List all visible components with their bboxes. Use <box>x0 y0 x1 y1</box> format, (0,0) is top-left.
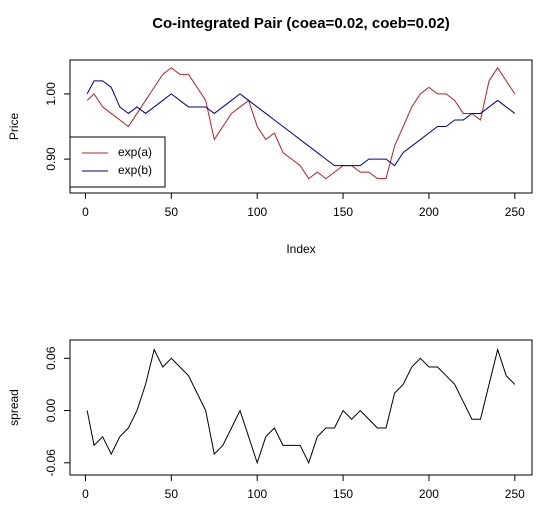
y-tick-label: 0.00 <box>44 399 58 423</box>
x-tick-label: 0 <box>82 487 89 501</box>
y-tick-label: 0.90 <box>44 147 58 171</box>
x-tick-label: 50 <box>165 205 179 219</box>
series-line <box>86 80 516 167</box>
legend-label: exp(b) <box>118 163 152 177</box>
y-tick-label: 1.00 <box>44 82 58 106</box>
series-line <box>86 347 516 465</box>
x-axis-label: Index <box>286 242 315 256</box>
y-axis-label: Price <box>7 113 21 141</box>
legend-label: exp(a) <box>118 145 152 159</box>
y-tick-label: 0.06 <box>44 346 58 370</box>
x-tick-label: 200 <box>419 487 439 501</box>
x-tick-label: 150 <box>333 205 353 219</box>
plot-box <box>69 339 533 476</box>
y-axis-label: spread <box>7 389 21 426</box>
legend-box <box>69 136 166 188</box>
chart-title: Co-integrated Pair (coea=0.02, coeb=0.02… <box>152 15 450 32</box>
x-tick-label: 250 <box>505 205 525 219</box>
x-tick-label: 150 <box>333 487 353 501</box>
x-tick-label: 0 <box>82 205 89 219</box>
x-tick-label: 100 <box>247 205 267 219</box>
x-tick-label: 250 <box>505 487 525 501</box>
y-tick-label: -0.06 <box>44 449 58 477</box>
x-tick-label: 200 <box>419 205 439 219</box>
x-tick-label: 50 <box>165 487 179 501</box>
series-line <box>86 66 516 180</box>
x-tick-label: 100 <box>247 487 267 501</box>
plot-box <box>69 59 533 194</box>
